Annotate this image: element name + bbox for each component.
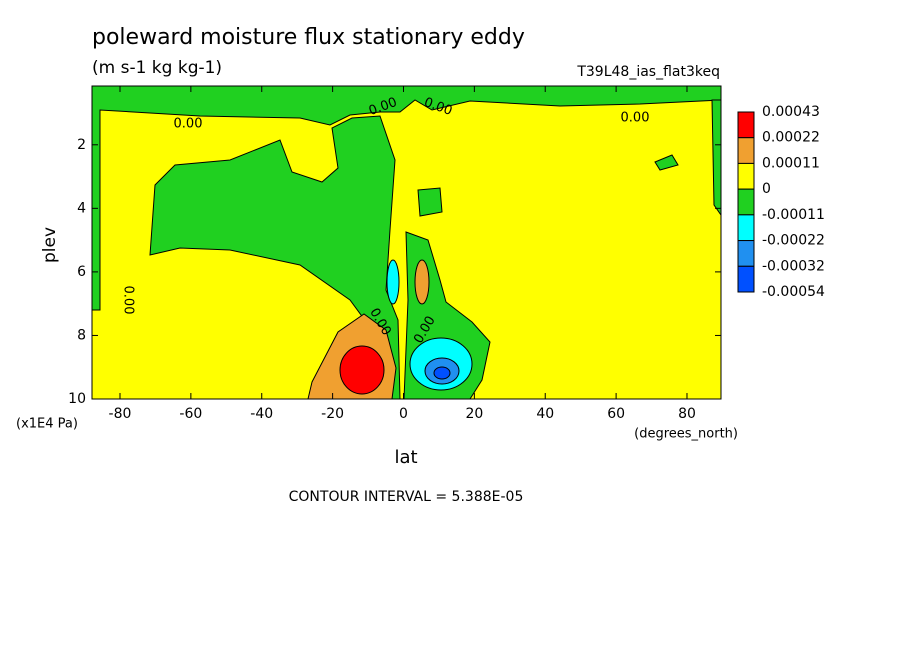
y-tick-label: 10: [68, 391, 86, 407]
colorbar-label: 0.00011: [762, 155, 820, 171]
dataset-label: T39L48_ias_flat3keq: [576, 64, 720, 80]
contour-label: 0.00: [621, 111, 650, 126]
contour-region: [91, 85, 722, 311]
contour-region: [417, 187, 443, 217]
colorbar-label: -0.00022: [762, 233, 825, 249]
colorbar-swatch: [737, 240, 755, 267]
colorbar-label: -0.00054: [762, 284, 825, 300]
colorbar-label: 0: [762, 181, 771, 197]
colorbar-label: -0.00011: [762, 207, 825, 223]
contour-field: [91, 85, 722, 400]
contour-region: [339, 345, 385, 395]
colorbar-swatch: [737, 188, 755, 216]
contour-region: [149, 115, 401, 400]
contour-region: [654, 154, 679, 171]
contour-label: 0.00: [174, 117, 203, 132]
contour-region: [386, 259, 400, 305]
y-tick-label: 4: [77, 200, 86, 216]
y-tick-label: 6: [77, 264, 86, 280]
x-units: (degrees_north): [634, 427, 738, 442]
x-tick-label: -60: [179, 406, 202, 422]
x-tick-label: 60: [607, 406, 625, 422]
x-tick-label: 20: [465, 406, 483, 422]
y-tick-label: 8: [77, 327, 86, 343]
colorbar-swatch: [737, 265, 755, 293]
plot-frame: [91, 85, 722, 400]
colorbar-swatch: [737, 162, 755, 190]
chart-title: poleward moisture flux stationary eddy: [92, 25, 525, 50]
y-units: (x1E4 Pa): [16, 417, 78, 432]
colorbar-swatch: [737, 214, 755, 242]
y-tick-label: 2: [77, 137, 86, 153]
colorbar-swatch: [737, 111, 755, 139]
contour-region: [433, 366, 451, 380]
x-tick-label: -20: [321, 406, 344, 422]
contour-region: [414, 259, 430, 305]
colorbar-label: 0.00043: [762, 104, 820, 120]
contour-label: 0.00: [121, 286, 136, 315]
x-tick-label: 80: [678, 406, 696, 422]
colorbar-label: 0.00022: [762, 130, 820, 146]
x-tick-label: -40: [250, 406, 273, 422]
contour-interval: CONTOUR INTERVAL = 5.388E-05: [289, 489, 524, 505]
x-tick-label: -80: [109, 406, 132, 422]
x-tick-label: 40: [536, 406, 554, 422]
colorbar-swatch: [737, 137, 755, 164]
x-axis-label: lat: [394, 447, 417, 468]
y-axis-label: plev: [40, 227, 60, 263]
colorbar-label: -0.00032: [762, 258, 825, 274]
x-tick-label: 0: [399, 406, 408, 422]
chart-subtitle: (m s-1 kg kg-1): [92, 58, 222, 78]
